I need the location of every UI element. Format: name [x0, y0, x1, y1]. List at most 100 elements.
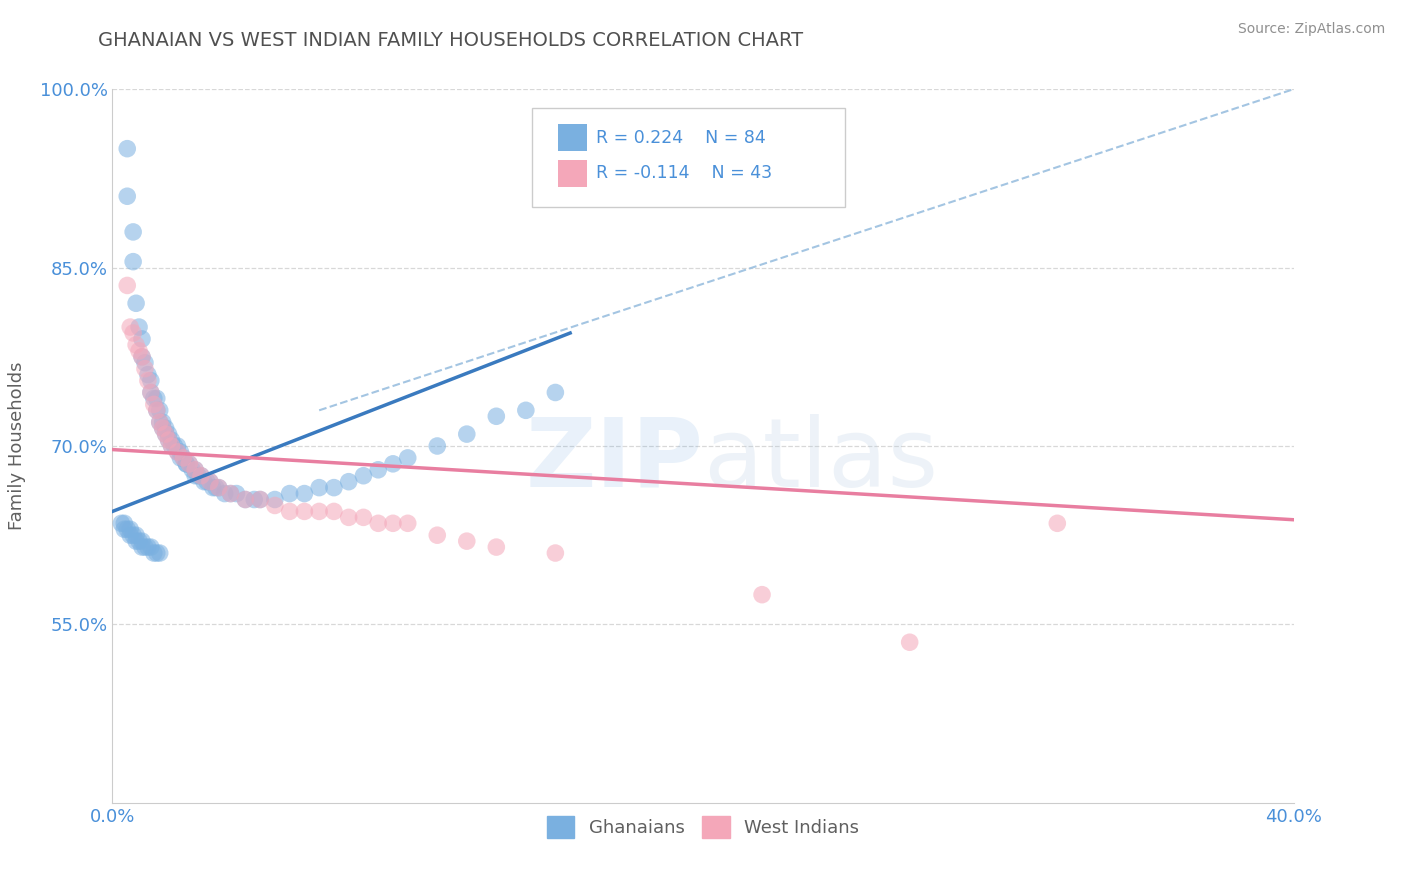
Point — [146, 392, 169, 406]
Text: R = 0.224    N = 84: R = 0.224 N = 84 — [596, 128, 765, 146]
Point — [233, 492, 256, 507]
Point — [155, 427, 177, 442]
Point — [163, 439, 186, 453]
Point — [214, 486, 236, 500]
Point — [128, 320, 150, 334]
Text: Source: ZipAtlas.com: Source: ZipAtlas.com — [1237, 22, 1385, 37]
Point — [193, 475, 215, 489]
Point — [187, 468, 209, 483]
Point — [122, 225, 145, 239]
Point — [308, 481, 330, 495]
Point — [456, 427, 478, 442]
Point — [134, 540, 156, 554]
Point — [149, 546, 172, 560]
Point — [166, 439, 188, 453]
Point — [155, 421, 177, 435]
Point — [208, 481, 231, 495]
Point — [367, 463, 389, 477]
Point — [184, 463, 207, 477]
Point — [201, 481, 224, 495]
Point — [152, 421, 174, 435]
Point — [184, 468, 207, 483]
Point — [233, 492, 256, 507]
Point — [264, 492, 287, 507]
Point — [264, 499, 287, 513]
Point — [367, 516, 389, 531]
Point — [122, 254, 145, 268]
Point — [157, 433, 180, 447]
Point — [157, 427, 180, 442]
Point — [292, 486, 315, 500]
Point — [485, 409, 508, 424]
Point — [249, 492, 271, 507]
Text: GHANAIAN VS WEST INDIAN FAMILY HOUSEHOLDS CORRELATION CHART: GHANAIAN VS WEST INDIAN FAMILY HOUSEHOLD… — [98, 31, 804, 50]
Point — [125, 296, 148, 310]
Text: ZIP: ZIP — [524, 414, 703, 507]
Point — [117, 189, 138, 203]
Point — [125, 338, 148, 352]
Point — [117, 278, 138, 293]
Point — [125, 528, 148, 542]
Point — [122, 528, 145, 542]
Point — [112, 516, 135, 531]
Point — [382, 516, 405, 531]
Point — [195, 475, 218, 489]
Point — [198, 475, 221, 489]
Point — [219, 486, 242, 500]
Point — [456, 534, 478, 549]
Point — [134, 356, 156, 370]
Legend: Ghanaians, West Indians: Ghanaians, West Indians — [538, 807, 868, 847]
Point — [166, 445, 188, 459]
Point — [396, 516, 419, 531]
Point — [112, 522, 135, 536]
Point — [190, 468, 212, 483]
Point — [152, 421, 174, 435]
Point — [131, 540, 153, 554]
Point — [160, 439, 183, 453]
Bar — [558, 124, 588, 152]
Point — [205, 481, 228, 495]
Point — [160, 433, 183, 447]
Point — [396, 450, 419, 465]
Point — [120, 522, 142, 536]
Point — [898, 635, 921, 649]
Point — [155, 427, 177, 442]
Point — [485, 540, 508, 554]
Point — [292, 504, 315, 518]
Point — [426, 439, 449, 453]
Point — [181, 463, 204, 477]
Point — [352, 510, 374, 524]
Point — [426, 528, 449, 542]
Point — [128, 534, 150, 549]
Point — [120, 528, 142, 542]
Point — [174, 457, 197, 471]
Point — [751, 588, 773, 602]
Point — [382, 457, 405, 471]
Point — [169, 450, 191, 465]
Point — [515, 403, 537, 417]
Point — [142, 397, 165, 411]
Point — [243, 492, 266, 507]
Point — [166, 445, 188, 459]
Point — [149, 403, 172, 417]
Point — [160, 439, 183, 453]
Y-axis label: Family Households: Family Households — [7, 362, 25, 530]
Point — [149, 415, 172, 429]
Point — [139, 385, 162, 400]
Point — [225, 486, 247, 500]
Point — [278, 486, 301, 500]
Point — [146, 403, 169, 417]
Point — [208, 481, 231, 495]
Point — [1046, 516, 1069, 531]
Point — [184, 463, 207, 477]
Bar — [558, 160, 588, 187]
Point — [544, 546, 567, 560]
Point — [146, 403, 169, 417]
Point — [131, 350, 153, 364]
Point — [190, 468, 212, 483]
Point — [139, 385, 162, 400]
Point — [131, 350, 153, 364]
Point — [308, 504, 330, 518]
Point — [352, 468, 374, 483]
Point — [136, 368, 159, 382]
